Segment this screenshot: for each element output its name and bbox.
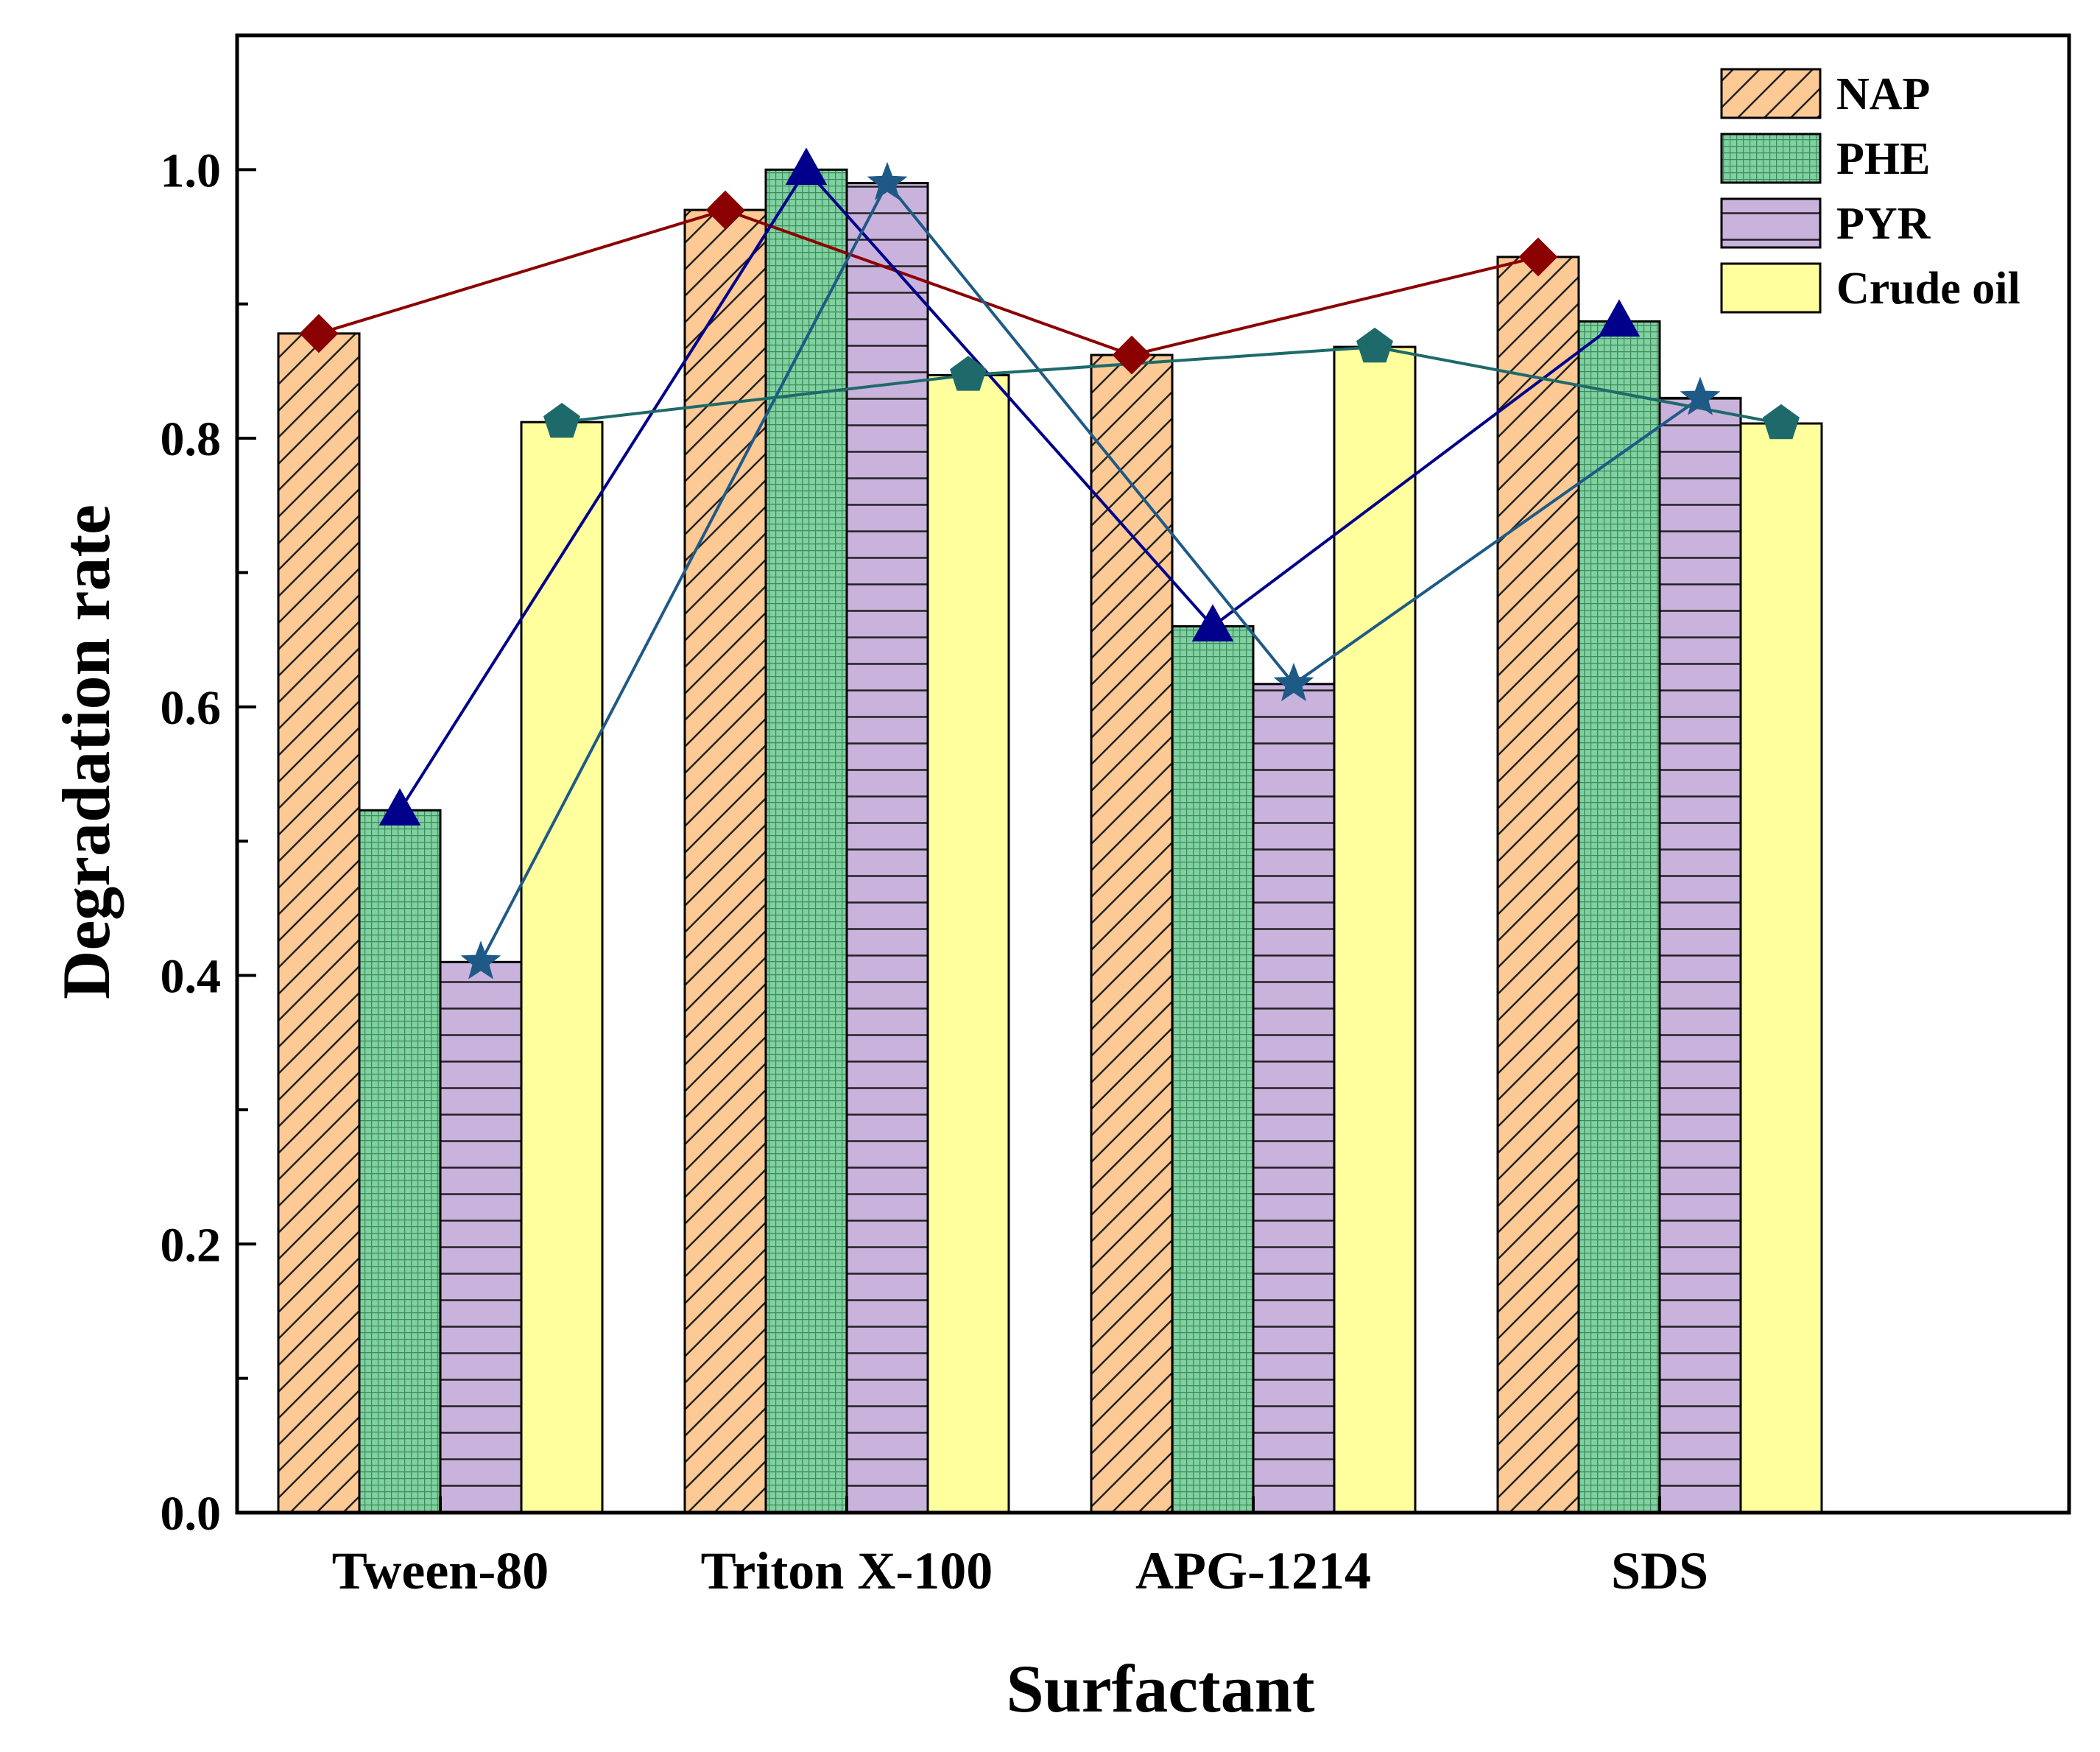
bar-crude-oil-triton-x-100 <box>926 373 1010 1514</box>
x-category-label: Tween-80 <box>332 1541 549 1600</box>
x-category-label: SDS <box>1611 1541 1708 1600</box>
y-tick-label: 0.0 <box>161 1487 222 1541</box>
y-axis-title: Degradation rate <box>49 504 124 999</box>
bar-crude-oil-tween-80 <box>520 421 604 1514</box>
bar-nap-tween-80 <box>277 332 361 1514</box>
x-category-label: APG-1214 <box>1135 1541 1371 1600</box>
marker-phe-apg-1214 <box>1191 604 1234 641</box>
legend-label-crude-oil: Crude oil <box>1836 264 2020 314</box>
marker-crude-oil-triton-x-100 <box>950 356 987 391</box>
marker-pyr-tween-80 <box>460 940 501 979</box>
marker-phe-sds <box>1598 299 1641 337</box>
plot-frame <box>235 33 2071 1515</box>
bar-pyr-apg-1214 <box>1252 683 1336 1514</box>
y-tick-label: 0.8 <box>161 412 222 466</box>
bar-nap-apg-1214 <box>1090 353 1174 1514</box>
bar-pyr-tween-80 <box>439 960 523 1514</box>
line-pyr <box>479 180 1702 963</box>
x-axis: Tween-80 Triton X-100 APG-1214 SDS <box>332 1496 1708 1600</box>
marker-nap-tween-80 <box>299 314 339 353</box>
bar-crude-oil-apg-1214 <box>1333 345 1417 1514</box>
marker-pyr-apg-1214 <box>1273 662 1314 702</box>
bar-phe-tween-80 <box>358 809 442 1514</box>
line-crude-oil <box>561 345 1782 425</box>
bar-crude-oil-sds <box>1739 422 1823 1514</box>
legend-label-nap: NAP <box>1836 69 1930 119</box>
bar-phe-sds <box>1577 320 1661 1514</box>
marker-pyr-triton-x-100 <box>867 161 908 200</box>
bar-pyr-sds <box>1658 396 1742 1514</box>
bar-phe-apg-1214 <box>1171 625 1255 1514</box>
bar-nap-sds <box>1496 256 1580 1514</box>
legend-label-phe: PHE <box>1836 134 1930 184</box>
legend-label-pyr: PYR <box>1836 199 1931 249</box>
legend-swatch-phe <box>1720 133 1822 184</box>
marker-crude-oil-sds <box>1763 404 1800 440</box>
legend-swatch-pyr <box>1720 197 1822 249</box>
marker-nap-apg-1214 <box>1112 335 1152 375</box>
marker-nap-sds <box>1518 237 1558 277</box>
y-tick-label: 0.2 <box>161 1218 222 1272</box>
y-tick-label: 1.0 <box>161 144 222 197</box>
y-tick-label: 0.4 <box>161 950 222 1004</box>
marker-crude-oil-tween-80 <box>543 402 580 438</box>
y-tick-label: 0.6 <box>161 681 222 735</box>
marker-crude-oil-apg-1214 <box>1356 327 1393 363</box>
legend-swatch-crude-oil <box>1720 262 1822 314</box>
bar-nap-triton-x-100 <box>683 208 767 1514</box>
legend: NAP PHE PYR Crude oil <box>1720 68 2020 314</box>
bar-pyr-triton-x-100 <box>845 182 929 1514</box>
bars-layer <box>277 168 1823 1514</box>
line-nap <box>318 208 1539 357</box>
y-axis: 0.0 0.2 0.4 0.6 0.8 1.0 <box>161 144 256 1541</box>
x-axis-title: Surfactant <box>1006 1651 1314 1726</box>
line-phe <box>398 167 1621 812</box>
x-category-label: Triton X-100 <box>701 1541 993 1600</box>
marker-nap-triton-x-100 <box>705 190 745 230</box>
legend-swatch-nap <box>1720 68 1822 119</box>
lines-layer <box>318 167 1782 963</box>
bar-phe-triton-x-100 <box>764 168 848 1514</box>
marker-phe-triton-x-100 <box>785 147 828 185</box>
marker-pyr-sds <box>1680 376 1721 415</box>
marker-phe-tween-80 <box>378 788 421 826</box>
markers-layer <box>299 147 1800 979</box>
